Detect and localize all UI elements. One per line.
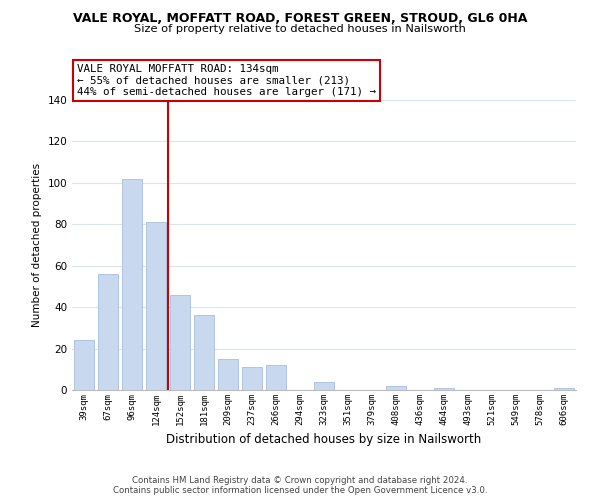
Bar	[98, 274, 118, 390]
Bar	[170, 294, 190, 390]
Text: Distribution of detached houses by size in Nailsworth: Distribution of detached houses by size …	[166, 432, 482, 446]
Bar	[434, 388, 454, 390]
Bar	[146, 222, 166, 390]
Bar	[218, 359, 238, 390]
Text: Size of property relative to detached houses in Nailsworth: Size of property relative to detached ho…	[134, 24, 466, 34]
Text: Contains HM Land Registry data © Crown copyright and database right 2024.
Contai: Contains HM Land Registry data © Crown c…	[113, 476, 487, 495]
Bar	[314, 382, 334, 390]
Bar	[266, 365, 286, 390]
Bar	[194, 316, 214, 390]
Bar	[74, 340, 94, 390]
Text: VALE ROYAL MOFFATT ROAD: 134sqm
← 55% of detached houses are smaller (213)
44% o: VALE ROYAL MOFFATT ROAD: 134sqm ← 55% of…	[77, 64, 376, 97]
Bar	[554, 388, 574, 390]
Y-axis label: Number of detached properties: Number of detached properties	[32, 163, 42, 327]
Bar	[122, 178, 142, 390]
Bar	[386, 386, 406, 390]
Bar	[242, 367, 262, 390]
Text: VALE ROYAL, MOFFATT ROAD, FOREST GREEN, STROUD, GL6 0HA: VALE ROYAL, MOFFATT ROAD, FOREST GREEN, …	[73, 12, 527, 26]
